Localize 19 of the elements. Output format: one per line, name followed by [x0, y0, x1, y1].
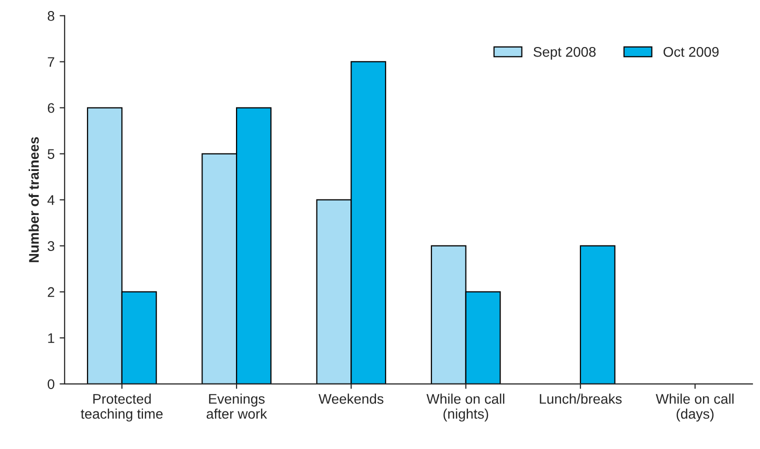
x-tick-label: Weekends — [318, 394, 384, 404]
x-tick-label: While on call (nights) — [426, 394, 504, 422]
y-tick-label: 8 — [48, 11, 54, 21]
x-tick-label: While on call (days) — [656, 394, 734, 422]
legend-label: Sept 2008 — [534, 46, 596, 60]
y-axis-title: Number of trainees — [28, 137, 39, 262]
x-tick-label: Lunch/breaks — [540, 394, 622, 404]
y-tick-label: 0 — [48, 379, 54, 390]
x-tick-label: Evenings after work — [206, 394, 268, 419]
y-tick-label: 4 — [47, 195, 54, 205]
y-tick-label: 3 — [48, 241, 54, 251]
y-tick-label: 1 — [48, 333, 54, 343]
legend-label: Oct 2009 — [664, 46, 719, 57]
y-tick-label: 2 — [48, 287, 54, 297]
x-tick-label: Protected teaching time — [80, 394, 163, 422]
y-tick-label: 5 — [48, 149, 54, 159]
y-tick-label: 6 — [48, 103, 54, 113]
bar — [580, 245, 616, 384]
y-tick-label: 7 — [48, 57, 54, 67]
